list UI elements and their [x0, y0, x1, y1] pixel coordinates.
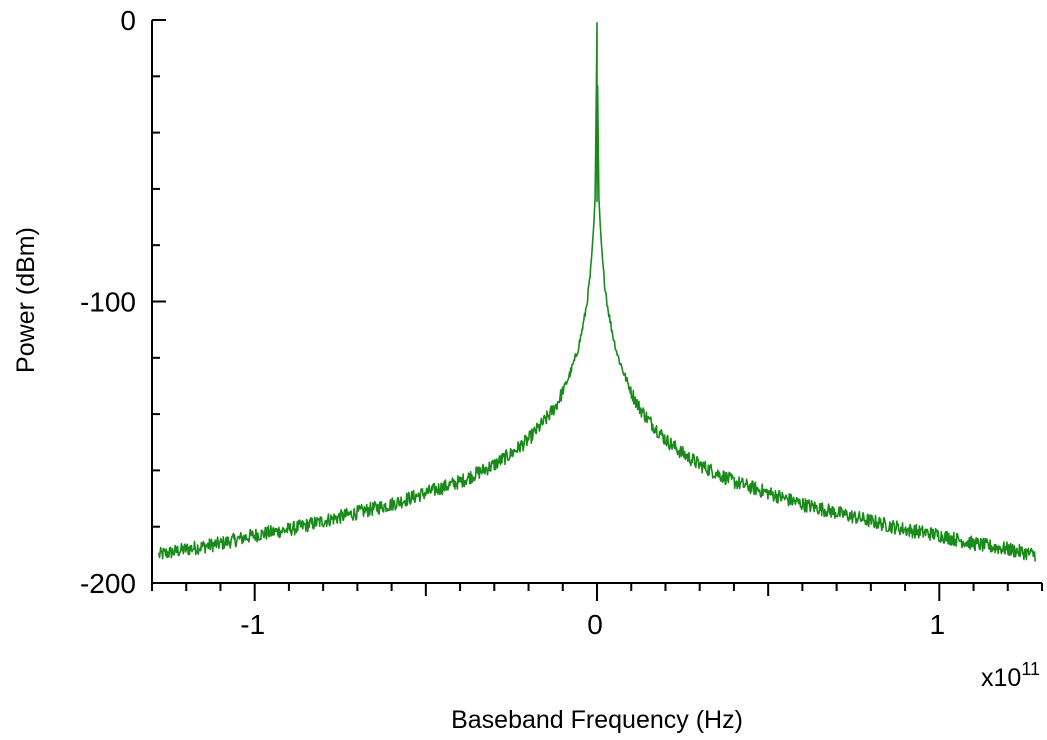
- x-axis-ticks: [151, 583, 1043, 601]
- y-axis-ticks: [152, 19, 166, 584]
- series-line: [158, 22, 1036, 562]
- x-tick-label: 1: [930, 609, 946, 640]
- x-axis-title: Baseband Frequency (Hz): [451, 706, 743, 734]
- y-axis-title: Power (dBm): [12, 227, 40, 373]
- x-axis-multiplier: x1011: [981, 659, 1040, 692]
- x-tick-label: 0: [587, 609, 603, 640]
- y-tick-label: -100: [80, 287, 136, 318]
- y-tick-label: -200: [80, 568, 136, 599]
- x-axis-tick-labels: -1 0 1: [240, 609, 945, 640]
- x-tick-label: -1: [240, 609, 265, 640]
- x-axis-multiplier-exponent: 11: [1021, 659, 1040, 679]
- y-axis-tick-labels: -200 -100 0: [80, 5, 136, 599]
- x-axis-multiplier-base: x10: [981, 664, 1021, 692]
- y-tick-label: 0: [120, 5, 136, 36]
